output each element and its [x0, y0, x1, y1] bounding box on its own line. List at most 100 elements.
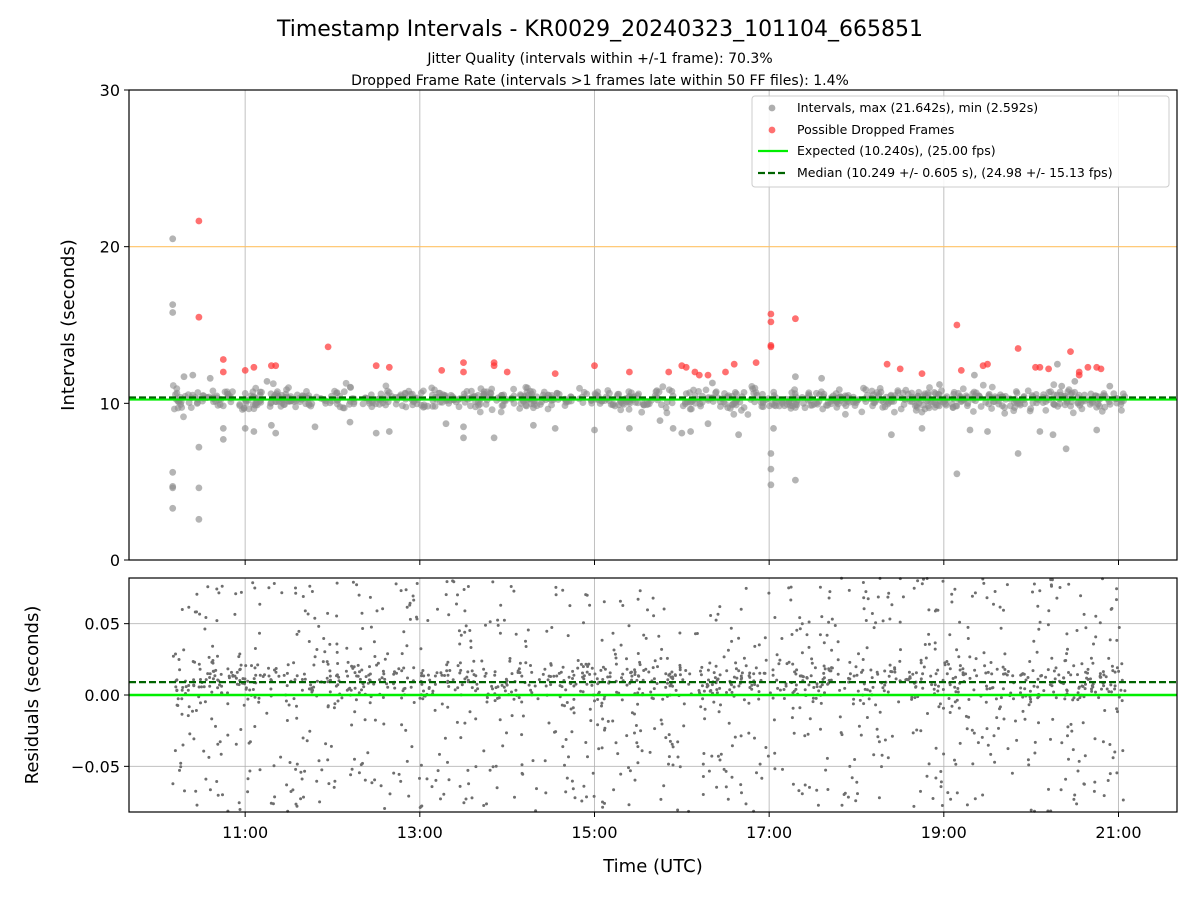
residual-point — [958, 620, 962, 624]
residual-point — [888, 617, 892, 621]
residual-point — [782, 688, 786, 691]
residual-point — [1123, 689, 1127, 693]
residual-point — [524, 661, 528, 665]
residual-point — [237, 683, 241, 687]
residual-point — [257, 696, 261, 700]
residual-point — [514, 688, 518, 692]
residual-point — [639, 729, 643, 733]
residual-point — [585, 593, 589, 597]
residual-point — [747, 731, 751, 735]
residual-point — [561, 665, 565, 669]
residual-point — [630, 670, 633, 674]
residual-point — [1021, 709, 1025, 713]
residual-point — [1100, 687, 1103, 691]
residual-point — [468, 710, 472, 714]
residual-point — [899, 648, 902, 652]
interval-point — [668, 387, 676, 395]
legend-marker-dropped — [768, 126, 776, 134]
residual-point — [584, 741, 588, 744]
residual-point — [771, 673, 775, 677]
residual-point — [800, 622, 804, 626]
residual-point — [434, 778, 438, 782]
interval-point — [536, 401, 544, 408]
residual-point — [466, 670, 470, 674]
residual-point — [806, 732, 810, 736]
residual-point — [372, 640, 376, 644]
interval-point — [966, 426, 974, 434]
residual-point — [1063, 697, 1067, 701]
residual-point — [1093, 780, 1097, 784]
residual-point — [393, 686, 397, 690]
residual-point — [451, 678, 455, 682]
residual-point — [1012, 697, 1015, 701]
residual-point — [446, 760, 449, 764]
residual-point — [415, 582, 419, 585]
residual-point — [326, 705, 330, 709]
residual-point — [488, 768, 492, 772]
residual-point — [946, 791, 950, 795]
residual-point — [662, 607, 666, 611]
residual-point — [294, 767, 298, 771]
residual-point — [715, 785, 719, 789]
residual-point — [1058, 586, 1062, 589]
residual-point — [1027, 763, 1031, 767]
residual-point — [1046, 668, 1050, 672]
residual-point — [1108, 772, 1112, 776]
interval-point — [342, 379, 350, 387]
top-scatter-points — [129, 217, 1177, 523]
residual-point — [919, 658, 923, 662]
residual-point — [537, 678, 541, 682]
residual-point — [757, 643, 761, 647]
interval-point — [548, 401, 555, 409]
residual-point — [470, 686, 474, 690]
x-tick-label: 15:00 — [571, 823, 617, 842]
residual-point — [463, 630, 467, 634]
residual-point — [420, 671, 424, 675]
interval-point — [1045, 388, 1053, 396]
residual-point — [807, 645, 811, 649]
residual-point — [593, 672, 597, 676]
residual-point — [198, 612, 202, 616]
residual-point — [460, 683, 464, 687]
residual-point — [1059, 788, 1063, 792]
residual-point — [747, 674, 751, 678]
residual-point — [753, 683, 757, 686]
interval-point — [480, 390, 488, 398]
residual-point — [877, 740, 881, 744]
residual-point — [285, 671, 289, 675]
top-y-tick-label: 30 — [100, 81, 120, 100]
residual-point — [817, 689, 821, 693]
residual-point — [354, 698, 358, 702]
residual-point — [549, 683, 553, 687]
residual-point — [582, 784, 586, 788]
residual-point — [183, 789, 186, 793]
residual-point — [192, 678, 196, 682]
dropped-frame-point — [195, 217, 203, 225]
residual-point — [1091, 661, 1095, 665]
residual-point — [652, 614, 656, 618]
residual-point — [739, 607, 743, 611]
residual-point — [883, 683, 887, 687]
residual-point — [1006, 747, 1010, 751]
residual-point — [810, 657, 814, 661]
residual-point — [466, 680, 470, 684]
residual-point — [315, 679, 319, 683]
residual-point — [838, 715, 842, 719]
residual-point — [838, 688, 842, 692]
residual-point — [573, 796, 577, 800]
interval-point — [177, 401, 185, 408]
residual-point — [581, 665, 585, 669]
residual-point — [638, 660, 642, 664]
residual-point — [993, 590, 997, 593]
residual-point — [790, 633, 794, 636]
residual-point — [533, 684, 537, 688]
residual-point — [300, 678, 304, 681]
residual-point — [1006, 670, 1010, 673]
residual-point — [1115, 587, 1119, 591]
residual-point — [633, 731, 636, 735]
residual-point — [309, 683, 313, 687]
residual-point — [670, 670, 674, 674]
residual-point — [174, 685, 178, 689]
interval-point — [195, 515, 203, 523]
